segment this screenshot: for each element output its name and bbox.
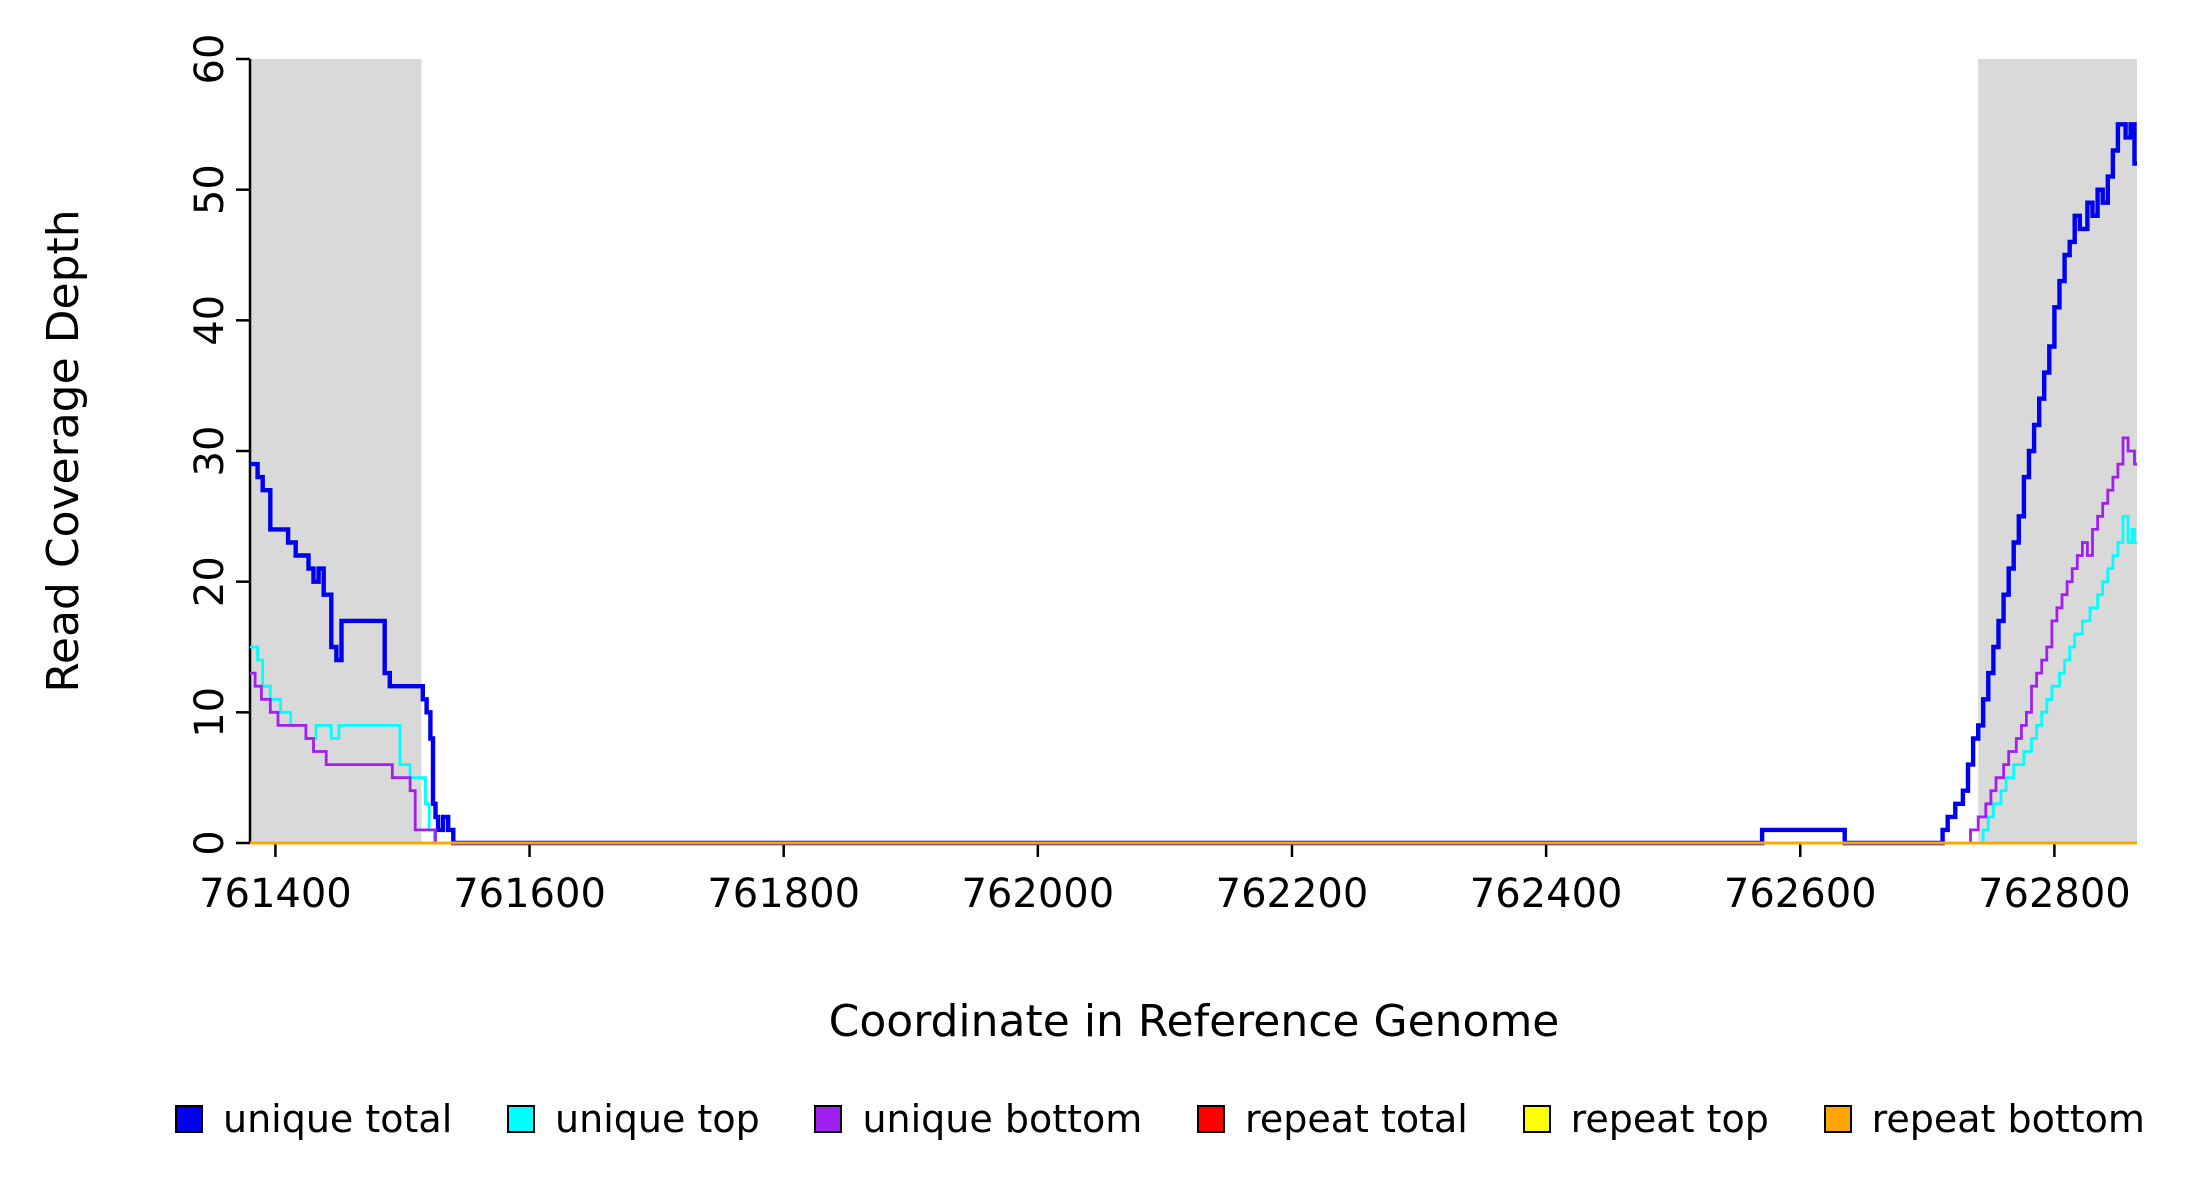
legend-item-repeat-bottom: repeat bottom (1823, 1097, 2145, 1141)
legend-label: unique total (223, 1097, 453, 1141)
legend-label: repeat top (1570, 1097, 1769, 1141)
series-unique-top-line (250, 514, 2137, 845)
legend-item-unique-total: unique total (175, 1100, 452, 1138)
legend-label: unique top (555, 1097, 760, 1141)
legend-label: repeat bottom (1871, 1097, 2145, 1141)
x-tick-label: 762200 (1216, 871, 1369, 917)
legend-swatch-unique-bottom (814, 1105, 843, 1133)
x-tick-label: 762000 (961, 871, 1114, 917)
y-tick-label: 20 (187, 556, 233, 607)
y-axis-title: Read Coverage Depth (38, 209, 89, 692)
legend-label: unique bottom (862, 1097, 1143, 1141)
x-axis-title: Coordinate in Reference Genome (829, 996, 1560, 1047)
y-tick-label: 10 (187, 687, 233, 738)
legend-swatch-unique-total (175, 1105, 203, 1133)
legend-swatch-unique-top (507, 1105, 536, 1133)
legend-label: repeat total (1245, 1097, 1468, 1141)
y-tick-label: 30 (187, 426, 233, 477)
legend-item-repeat-total: repeat total (1197, 1100, 1468, 1138)
legend-item-unique-bottom: unique bottom (814, 1100, 1142, 1138)
legend-swatch-repeat-top (1522, 1105, 1551, 1133)
coverage-chart-svg: 0 10 20 30 40 50 60 761400 761600 761800 762000 762… (38, 34, 2137, 1047)
x-tick-label: 762600 (1724, 871, 1877, 917)
legend-item-repeat-top: repeat top (1522, 1097, 1769, 1141)
x-tick-label: 761600 (453, 871, 606, 917)
y-tick-label: 60 (187, 34, 233, 85)
x-tick-label: 761800 (707, 871, 860, 917)
legend-item-unique-top: unique top (507, 1100, 760, 1138)
y-tick-label: 0 (187, 830, 233, 855)
legend-swatch-repeat-total (1197, 1105, 1226, 1133)
x-tick-label: 761400 (199, 871, 352, 917)
x-tick-label: 762800 (1978, 871, 2131, 917)
y-tick-label: 50 (187, 164, 233, 215)
series-unique-bottom-line (250, 436, 2137, 845)
legend-swatch-repeat-bottom (1823, 1105, 1852, 1133)
y-tick-label: 40 (187, 295, 233, 346)
series-unique-total-line (250, 122, 2137, 846)
shaded-region-1 (1978, 59, 2137, 843)
chart-plot-area: 0 10 20 30 40 50 60 761400 761600 761800 762000 762… (187, 34, 2137, 917)
x-tick-label: 762400 (1470, 871, 1623, 917)
legend: unique total unique top unique bottom repea… (175, 1100, 2145, 1138)
